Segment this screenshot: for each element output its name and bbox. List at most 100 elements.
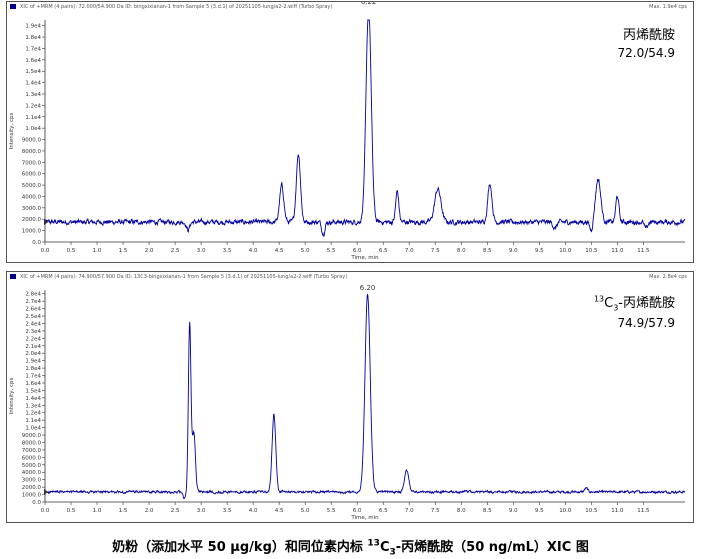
panel-2-max-label: Max. 2.8e4 cps	[649, 274, 687, 280]
y-tick-label: 3000.0	[22, 206, 42, 212]
y-tick-label: 8000.0	[22, 440, 42, 446]
y-tick-label: 2.0e4	[25, 351, 41, 357]
y-tick-label: 3000.0	[22, 478, 42, 484]
y-axis-label: Intensity, cps	[9, 377, 15, 414]
x-tick-label: 5.5	[327, 248, 336, 254]
y-tick-label: 4000.0	[22, 194, 42, 200]
x-tick-label: 10.0	[559, 248, 572, 254]
x-tick-label: 9.0	[509, 248, 518, 254]
caption-sup: 13	[367, 538, 380, 549]
x-tick-label: 2.5	[171, 248, 180, 254]
x-tick-label: 5.0	[301, 508, 310, 514]
baseline-marker-icon	[44, 488, 48, 495]
panel-2-header: XIC of +MRM (4 pairs): 74.900/57.900 Da …	[7, 272, 693, 282]
y-tick-label: 1.0e4	[25, 126, 41, 132]
x-tick-label: 1.0	[93, 248, 102, 254]
x-tick-label: 0.0	[41, 508, 50, 514]
y-tick-label: 1.1e4	[25, 418, 41, 424]
x-tick-label: 3.0	[197, 508, 206, 514]
y-tick-label: 2000.0	[22, 217, 42, 223]
y-tick-label: 1.6e4	[25, 58, 41, 64]
x-tick-label: 3.5	[223, 508, 232, 514]
y-tick-label: 1.2e4	[25, 411, 41, 417]
x-tick-label: 9.5	[535, 248, 544, 254]
y-tick-label: 2.4e4	[25, 321, 41, 327]
panel-1-header: XIC of +MRM (4 pairs): 72.000/54.900 Da …	[7, 2, 693, 12]
x-tick-label: 2.0	[145, 508, 154, 514]
y-tick-label: 1.7e4	[25, 374, 41, 380]
panel-2-transition: 74.9/57.9	[617, 315, 675, 330]
y-tick-label: 4000.0	[22, 470, 42, 476]
x-tick-label: 8.0	[457, 508, 466, 514]
series-color-swatch-icon	[10, 4, 16, 9]
chromatogram-panel-2: XIC of +MRM (4 pairs): 74.900/57.900 Da …	[6, 271, 694, 523]
panel-1-compound: 丙烯酰胺 72.0/54.9	[618, 24, 675, 60]
x-tick-label: 10.0	[559, 508, 572, 514]
caption-pre: 奶粉（添加水平 50 μg/kg）和同位素内标	[112, 540, 368, 555]
y-tick-label: 9000.0	[22, 138, 42, 144]
chromatogram-plot-1: 0.0 1000.0 2000.0 3000.0 4000.0 5000.0 6000.0 7…	[9, 2, 686, 261]
x-tick-label: 11.5	[637, 508, 650, 514]
x-tick-label: 4.5	[275, 248, 284, 254]
y-tick-label: 5000.0	[22, 183, 42, 189]
y-tick-label: 2.6e4	[25, 307, 41, 313]
x-tick-label: 5.5	[327, 508, 336, 514]
x-tick-label: 7.5	[431, 248, 440, 254]
baseline-marker-icon	[44, 219, 48, 226]
y-tick-label: 1.2e4	[25, 103, 41, 109]
x-tick-label: 3.0	[197, 248, 206, 254]
x-tick-label: 7.0	[405, 508, 414, 514]
y-tick-label: 1.6e4	[25, 381, 41, 387]
y-tick-label: 6000.0	[22, 455, 42, 461]
chromatogram-plot-2: 0.01000.02000.03000.04000.05000.06000.07…	[9, 284, 686, 521]
y-tick-label: 1.1e4	[25, 115, 41, 121]
panel-2-compound-post: -丙烯酰胺	[618, 296, 675, 311]
y-tick-label: 0.0	[32, 500, 41, 506]
caption-sub: 3	[389, 547, 396, 558]
panel-1-transition: 72.0/54.9	[617, 46, 675, 60]
y-tick-label: 0.0	[32, 240, 41, 246]
y-tick-label: 9000.0	[22, 433, 42, 439]
x-tick-label: 6.0	[353, 248, 362, 254]
figure-caption: 奶粉（添加水平 50 μg/kg）和同位素内标 13C3-丙烯酰胺（50 ng/…	[0, 536, 701, 558]
caption-post: -丙烯酰胺（50 ng/mL）XIC 图	[395, 540, 589, 555]
peak-rt-label: 6.20	[360, 284, 376, 292]
x-tick-label: 10.5	[585, 248, 598, 254]
y-tick-label: 2.1e4	[25, 344, 41, 350]
x-tick-label: 4.5	[275, 508, 284, 514]
y-tick-label: 2.8e4	[25, 292, 41, 298]
y-tick-label: 2.3e4	[25, 329, 41, 335]
y-tick-label: 2000.0	[22, 485, 42, 491]
panel-2-compound-sub: 3	[613, 303, 619, 313]
x-tick-label: 11.0	[611, 508, 624, 514]
panel-2-compound-sup: 13	[593, 294, 605, 304]
y-tick-label: 5000.0	[22, 463, 42, 469]
y-tick-label: 1.7e4	[25, 46, 41, 52]
peak-rt-label: 6.22	[361, 2, 377, 6]
x-tick-label: 4.0	[249, 248, 258, 254]
x-tick-label: 7.5	[431, 508, 440, 514]
x-tick-label: 5.0	[301, 248, 310, 254]
x-tick-label: 7.0	[405, 248, 414, 254]
panel-2-compound: 13C3-丙烯酰胺 74.9/57.9	[594, 292, 675, 330]
x-tick-label: 1.5	[119, 248, 128, 254]
y-tick-label: 1.9e4	[25, 24, 41, 30]
x-tick-label: 2.5	[171, 508, 180, 514]
y-tick-label: 1.5e4	[25, 388, 41, 394]
y-tick-label: 1.4e4	[25, 396, 41, 402]
y-tick-label: 1000.0	[22, 229, 42, 235]
y-tick-label: 2.7e4	[25, 299, 41, 305]
x-tick-label: 9.0	[509, 508, 518, 514]
x-tick-label: 0.5	[67, 248, 76, 254]
x-tick-label: 11.0	[611, 248, 624, 254]
y-tick-label: 7000.0	[22, 448, 42, 454]
panel-1-compound-name: 丙烯酰胺	[622, 28, 675, 43]
caption-mid: C	[379, 540, 390, 555]
y-tick-label: 7000.0	[22, 160, 42, 166]
xic-trace-line	[44, 293, 686, 500]
chromatogram-panel-1: XIC of +MRM (4 pairs): 72.000/54.900 Da …	[6, 1, 694, 263]
panel-2-header-text: XIC of +MRM (4 pairs): 74.900/57.900 Da …	[20, 274, 348, 280]
x-axis-label: Time, min	[350, 255, 379, 261]
y-tick-label: 1.9e4	[25, 359, 41, 365]
y-tick-label: 1.3e4	[25, 92, 41, 98]
